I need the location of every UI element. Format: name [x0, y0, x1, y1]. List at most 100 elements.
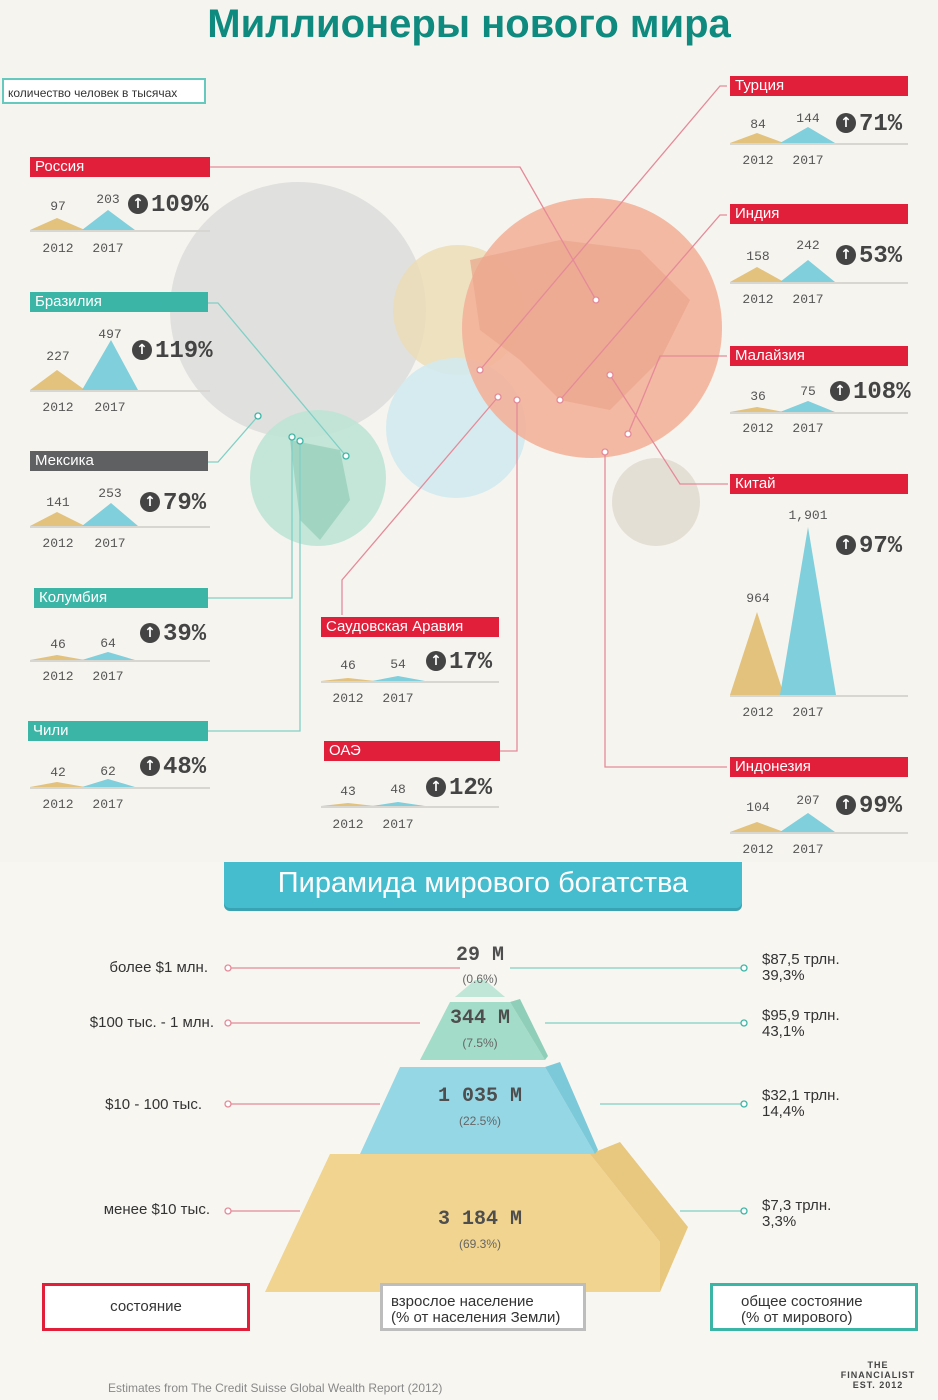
wealth-pyramid-section: Пирамида мирового богатства более $1 млн…	[0, 862, 938, 1400]
year-2012: 2012	[332, 691, 364, 706]
divider	[30, 526, 210, 528]
china-growth-value: 97%	[859, 533, 903, 560]
divider	[30, 787, 210, 789]
arrow-up-icon: ↑	[836, 535, 856, 555]
year-2012: 2012	[742, 153, 774, 168]
colombia-2017-value: 64	[100, 636, 116, 651]
malaysia-2012-value: 36	[750, 389, 766, 404]
russia-2017-value: 203	[96, 192, 120, 207]
tier-wealth-label: $100 тыс. - 1 млн.	[89, 1014, 214, 1031]
russia-growth: ↑ 109%	[128, 193, 209, 219]
year-2017: 2017	[92, 241, 124, 256]
source-footer: Estimates from The Credit Suisse Global …	[108, 1381, 443, 1395]
arrow-up-icon: ↑	[426, 777, 446, 797]
tier-total-value: $95,9 трлн.	[762, 1007, 840, 1024]
chile-growth: ↑ 48%	[140, 755, 206, 781]
tier-total-pct: 39,3%	[762, 967, 805, 984]
wealth-pyramid	[224, 964, 748, 1292]
country-label-saudi-arabia: Саудовская Аравия	[321, 617, 499, 637]
year-2012: 2012	[42, 797, 74, 812]
arrow-up-icon: ↑	[836, 245, 856, 265]
uae-2012-value: 43	[340, 784, 356, 799]
year-2012: 2012	[742, 292, 774, 307]
key-wealth: состояние	[42, 1283, 250, 1331]
arrow-up-icon: ↑	[836, 795, 856, 815]
mexico-growth-value: 79%	[163, 490, 207, 517]
china-2012-value: 964	[746, 591, 770, 606]
arrow-up-icon: ↑	[140, 623, 160, 643]
divider	[730, 143, 908, 145]
country-label-uae: ОАЭ	[324, 741, 500, 761]
year-2012: 2012	[742, 842, 774, 857]
year-2017: 2017	[382, 817, 414, 832]
saudi-growth-value: 17%	[449, 649, 493, 676]
india-growth-value: 53%	[859, 243, 903, 270]
indonesia-growth-value: 99%	[859, 793, 903, 820]
year-2017: 2017	[792, 292, 824, 307]
malaysia-2017-value: 75	[800, 384, 816, 399]
key-adults-label: взрослое население	[391, 1293, 534, 1310]
russia-circle	[170, 182, 426, 438]
year-2017: 2017	[94, 400, 126, 415]
year-2012: 2012	[742, 705, 774, 720]
millionaires-section: Миллионеры нового мира количество челове…	[0, 0, 938, 862]
turkey-growth-value: 71%	[859, 111, 903, 138]
logo-line: THE	[867, 1360, 889, 1370]
world-map-circles	[30, 85, 836, 832]
brazil-growth-value: 119%	[155, 338, 213, 365]
india-2017-value: 242	[796, 238, 820, 253]
tier-wealth-label: менее $10 тыс.	[103, 1201, 210, 1218]
brazil-2012-value: 227	[46, 349, 70, 364]
tier-total: $32,1 трлн. 14,4%	[762, 1088, 840, 1120]
year-2012: 2012	[42, 400, 74, 415]
arrow-up-icon: ↑	[836, 113, 856, 133]
divider	[30, 230, 210, 232]
turkey-2017-value: 144	[796, 111, 820, 126]
colombia-2012-value: 46	[50, 637, 66, 652]
brazil-2017-value: 497	[98, 327, 122, 342]
uae-2017-value: 48	[390, 782, 406, 797]
divider	[730, 282, 908, 284]
india-2012-value: 158	[746, 249, 770, 264]
country-label-indonesia: Индонезия	[730, 757, 908, 777]
tier-total-value: $32,1 трлн.	[762, 1087, 840, 1104]
year-2017: 2017	[94, 536, 126, 551]
year-2017: 2017	[792, 705, 824, 720]
colombia-growth-value: 39%	[163, 621, 207, 648]
mexico-2017-value: 253	[98, 486, 122, 501]
country-label-chile: Чили	[28, 721, 208, 741]
divider	[730, 695, 908, 697]
brazil-growth: ↑ 119%	[132, 339, 213, 365]
page-title: Миллионеры нового мира	[207, 2, 731, 46]
tier-wealth-label: более $1 млн.	[109, 959, 208, 976]
divider	[321, 806, 499, 808]
year-2017: 2017	[92, 797, 124, 812]
key-total: общее состояние (% от мирового)	[710, 1283, 918, 1331]
growth-triangles	[30, 127, 836, 832]
chile-2017-value: 62	[100, 764, 116, 779]
mexico-growth: ↑ 79%	[140, 491, 206, 517]
year-2017: 2017	[792, 421, 824, 436]
indonesia-2012-value: 104	[746, 800, 770, 815]
unit-legend: количество человек в тысячах	[2, 78, 206, 104]
indonesia-2017-value: 207	[796, 793, 820, 808]
chile-2012-value: 42	[50, 765, 66, 780]
saudi-2012-value: 46	[340, 658, 356, 673]
tier-adults-pct: (0.6%)	[462, 972, 498, 986]
year-2017: 2017	[92, 669, 124, 684]
tier-adults-pct: (69.3%)	[458, 1237, 502, 1251]
divider	[730, 412, 908, 414]
tier-total-pct: 3,3%	[762, 1213, 797, 1230]
tier-under-10k	[265, 1154, 660, 1292]
country-label-russia: Россия	[30, 157, 210, 177]
year-2012: 2012	[742, 421, 774, 436]
year-2017: 2017	[792, 153, 824, 168]
russia-growth-value: 109%	[151, 192, 209, 219]
indonesia-circle	[612, 458, 700, 546]
year-2012: 2012	[42, 241, 74, 256]
uae-growth-value: 12%	[449, 775, 493, 802]
logo-line: EST. 2012	[852, 1380, 904, 1390]
key-total-label: общее состояние	[741, 1293, 863, 1310]
uae-growth: ↑ 12%	[426, 776, 492, 802]
country-label-turkey: Турция	[730, 76, 908, 96]
